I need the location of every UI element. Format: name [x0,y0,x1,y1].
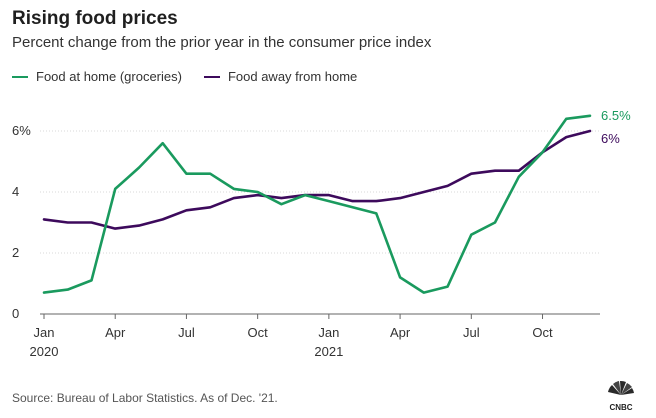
cnbc-peacock-logo: CNBC [608,380,634,412]
y-tick-label: 4 [12,184,19,199]
source-note: Source: Bureau of Labor Statistics. As o… [12,391,278,405]
legend: Food at home (groceries) Food away from … [12,69,379,84]
x-tick-label: Oct [532,325,553,340]
end-label-food-away: 6% [601,131,620,146]
x-tick-label: Jul [178,325,195,340]
brand-wordmark: CNBC [609,403,632,412]
chart-subtitle: Percent change from the prior year in th… [12,34,432,51]
y-tick-label: 2 [12,245,19,260]
y-tick-label: 6% [12,123,31,138]
x-tick-label: Apr [105,325,126,340]
legend-swatch-food-at-home [12,75,28,78]
legend-label-food-at-home: Food at home (groceries) [36,69,182,84]
x-tick-label: Jul [463,325,480,340]
legend-label-food-away: Food away from home [227,69,358,84]
x-tick-label: Jan [34,325,55,340]
x-tick-year-label: 2020 [30,344,59,359]
x-tick-label: Oct [248,325,269,340]
y-tick-label: 0 [12,306,19,321]
x-tick-year-label: 2021 [314,344,343,359]
series-line-food-at-home [42,114,592,294]
legend-item-food-away: Food away from home [203,69,358,84]
legend-swatch-food-away [203,75,220,78]
legend-item-food-at-home: Food at home (groceries) [12,69,182,84]
x-tick-label: Jan [318,325,339,340]
x-tick-label: Apr [390,325,411,340]
chart-title: Rising food prices [12,8,178,29]
end-label-food-at-home: 6.5% [601,108,631,123]
series-line-food-away [42,129,592,230]
